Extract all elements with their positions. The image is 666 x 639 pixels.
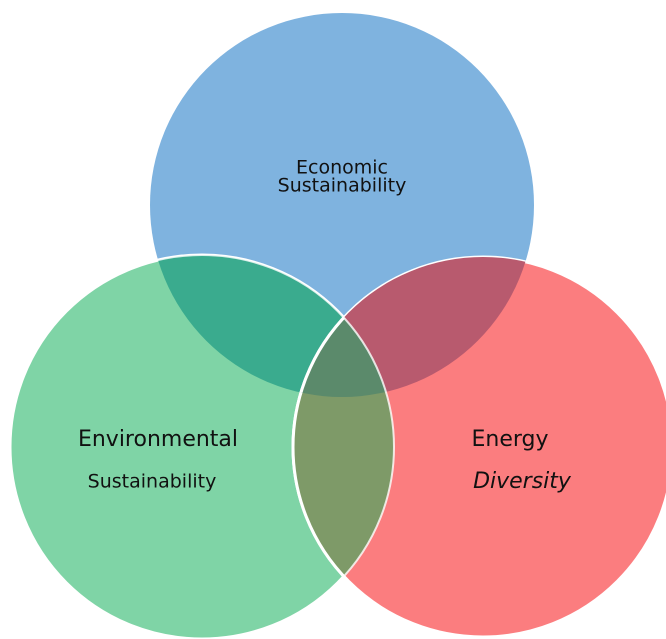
economic-label: Economic	[296, 157, 388, 179]
energy-label: Diversity	[473, 469, 572, 494]
environmental-outline	[9, 254, 395, 639]
environmental-label: Environmental	[78, 427, 238, 452]
overlap-economic-environmental	[150, 255, 394, 397]
environmental-label: Sustainability	[88, 471, 217, 493]
overlap-economic-energy	[293, 257, 534, 397]
economic-label: Sustainability	[278, 175, 407, 197]
energy-label: Energy	[471, 427, 548, 452]
